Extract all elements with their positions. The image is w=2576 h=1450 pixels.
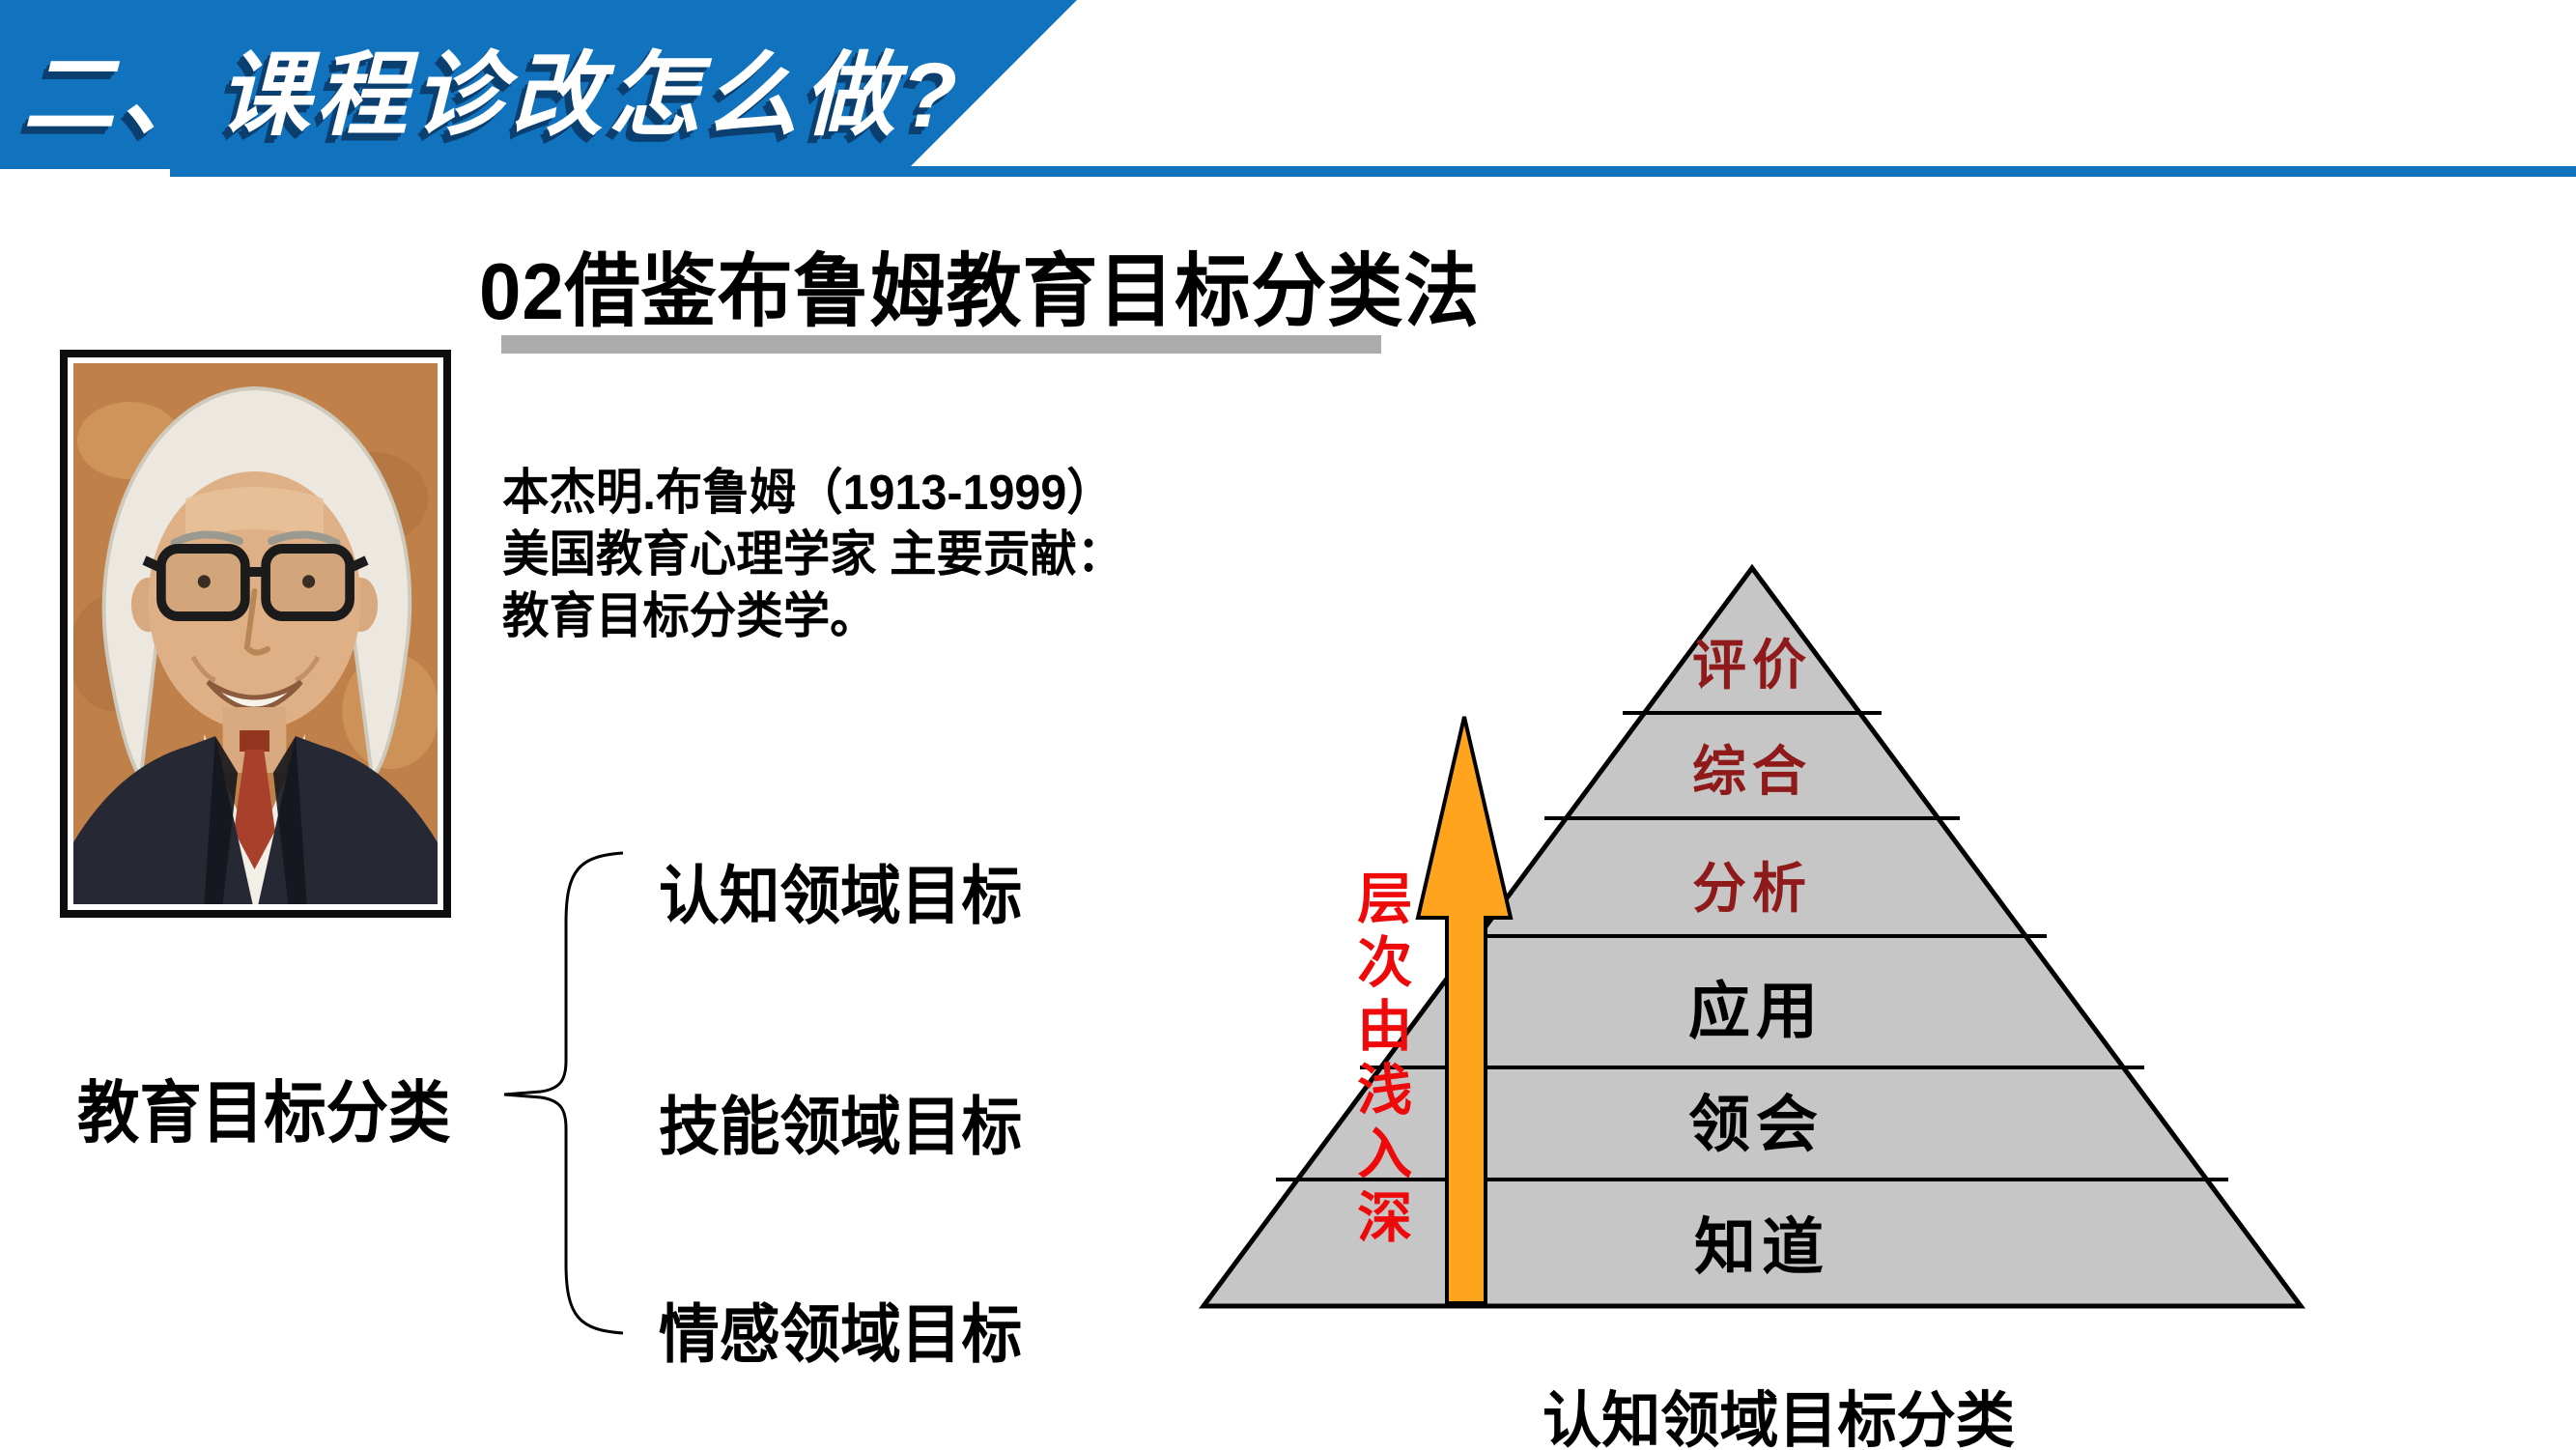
taxonomy-root-label: 教育目标分类 — [77, 1075, 451, 1151]
brace-icon — [503, 851, 624, 1335]
portrait-illustration — [73, 363, 438, 904]
taxonomy-item-affective: 情感领域目标 — [659, 1298, 1023, 1370]
bio-line: 美国教育心理学家 主要贡献： — [502, 526, 1124, 582]
taxonomy-item-skill: 技能领域目标 — [659, 1091, 1023, 1162]
portrait-photo — [60, 350, 451, 918]
bio-text: 本杰明.布鲁姆（1913-1999） 美国教育心理学家 主要贡献： 教育目标分类… — [502, 462, 1123, 647]
smile — [206, 679, 303, 712]
title-underline — [501, 335, 1381, 354]
pyramid-level-synthesize: 综合 — [1692, 743, 1812, 803]
banner-title: 二、课程诊改怎么做? — [23, 44, 964, 147]
taxonomy-item-cognitive: 认知领域目标 — [659, 860, 1023, 931]
tie — [234, 730, 275, 869]
bio-line: 教育目标分类学。 — [502, 588, 877, 643]
pyramid-caption: 认知领域目标分类 — [1543, 1387, 2015, 1450]
pyramid-divider-lines — [1276, 711, 2228, 1181]
up-arrow-icon — [1415, 716, 1514, 1305]
banner-background — [0, 0, 1077, 169]
pyramid-level-comprehend: 领会 — [1688, 1091, 1824, 1159]
pyramid-level-evaluate: 评价 — [1692, 637, 1812, 697]
pyramid-shape — [1199, 563, 2306, 1309]
pyramid-level-apply: 应用 — [1688, 978, 1824, 1046]
banner-underline-strip — [170, 166, 2576, 177]
depth-axis-label: 层次由浅入深 — [1348, 869, 1410, 1252]
bio-line: 本杰明.布鲁姆（1913-1999） — [502, 465, 1114, 520]
page-title: 02借鉴布鲁姆教育目标分类法 — [479, 246, 1481, 336]
pyramid-level-know: 知道 — [1694, 1213, 1829, 1282]
pyramid-level-analyze: 分析 — [1692, 860, 1812, 920]
